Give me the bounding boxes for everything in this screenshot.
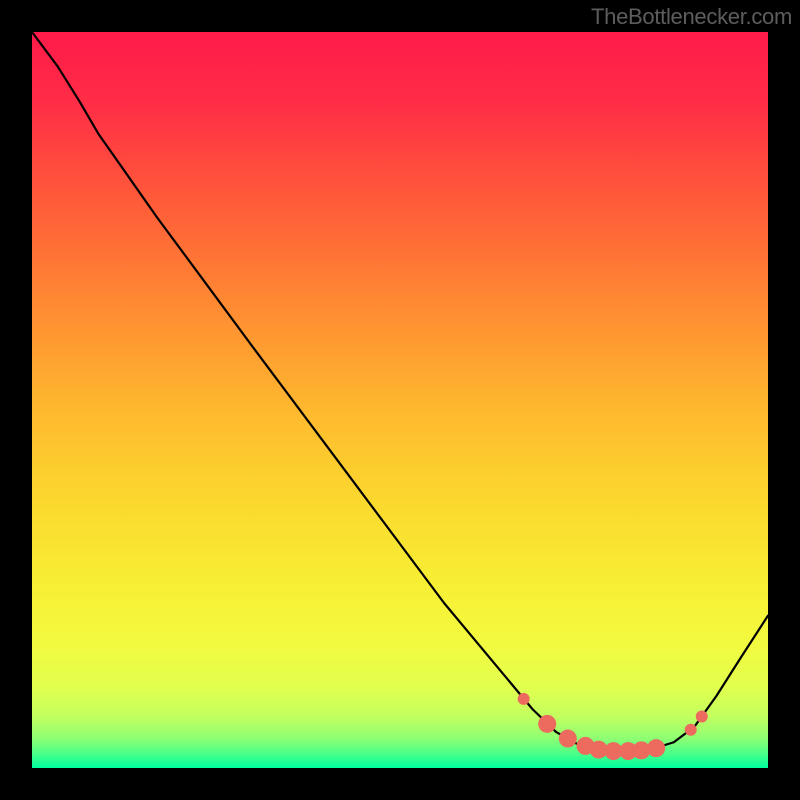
curve-marker — [685, 724, 697, 736]
curve-marker — [696, 710, 708, 722]
plot-background — [32, 32, 768, 768]
heatmap-curve-chart — [0, 0, 800, 800]
curve-marker — [538, 715, 556, 733]
curve-marker — [647, 739, 665, 757]
attribution-text: TheBottlenecker.com — [591, 4, 792, 30]
chart-container: TheBottlenecker.com — [0, 0, 800, 800]
curve-marker — [559, 730, 577, 748]
curve-marker — [518, 693, 530, 705]
